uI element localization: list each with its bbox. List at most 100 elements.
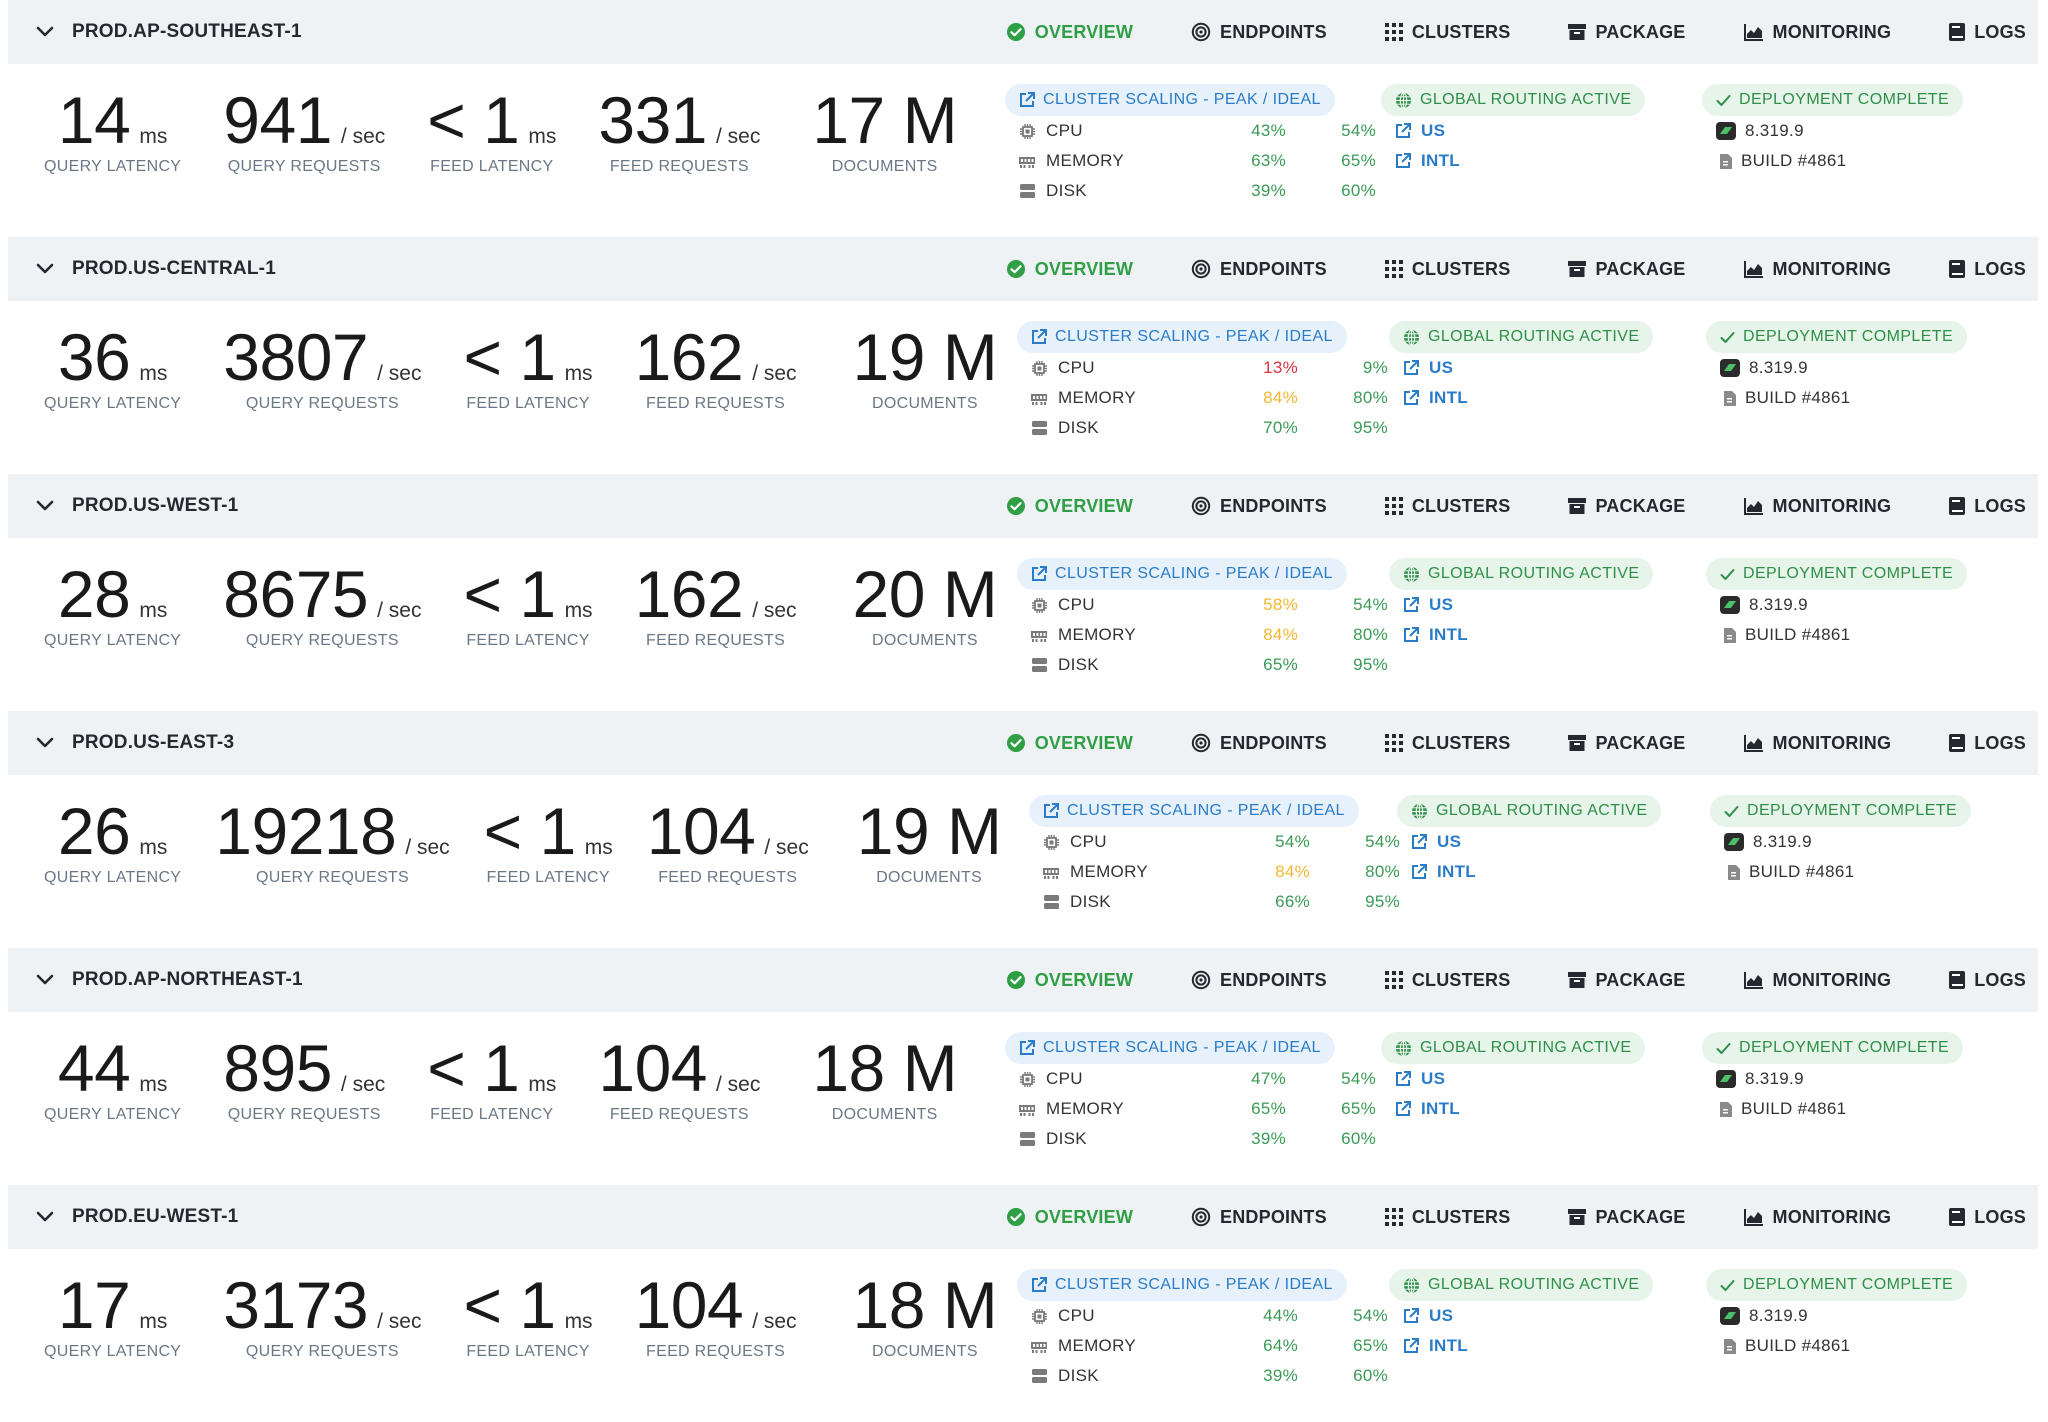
resource-name: CPU	[1058, 1306, 1095, 1325]
endpoint-link-intl[interactable]: INTL	[1411, 857, 1661, 887]
metric-value: 36	[57, 320, 131, 394]
collapse-chevron-icon[interactable]	[30, 254, 60, 284]
endpoint-link-us[interactable]: US	[1411, 827, 1661, 857]
globe-icon	[1404, 328, 1419, 346]
tab-clusters[interactable]: CLUSTERS	[1384, 496, 1511, 517]
resource-ideal: 80%	[1353, 625, 1388, 644]
deployment-complete-badge: DEPLOYMENT COMPLETE	[1706, 558, 1968, 590]
tab-logs[interactable]: LOGS	[1949, 496, 2026, 517]
tab-package[interactable]: PACKAGE	[1568, 496, 1685, 517]
cpu-icon	[1031, 360, 1047, 376]
resource-row-disk: DISK 65% 95%	[1031, 650, 1388, 680]
resource-ideal: 80%	[1365, 862, 1400, 881]
metric-unit: ms	[139, 1310, 168, 1333]
cluster-scaling-link[interactable]: CLUSTER SCALING - PEAK / IDEAL	[1017, 558, 1347, 590]
tab-logs[interactable]: LOGS	[1949, 22, 2026, 43]
chip-label: DEPLOYMENT COMPLETE	[1743, 565, 1954, 582]
collapse-chevron-icon[interactable]	[30, 1202, 60, 1232]
tab-clusters[interactable]: CLUSTERS	[1384, 970, 1511, 991]
cluster-scaling-link[interactable]: CLUSTER SCALING - PEAK / IDEAL	[1005, 84, 1335, 116]
tab-monitoring[interactable]: MONITORING	[1743, 21, 1892, 43]
tab-endpoints[interactable]: ENDPOINTS	[1191, 22, 1327, 43]
collapse-chevron-icon[interactable]	[30, 728, 60, 758]
metric-label: FEED LATENCY	[486, 869, 610, 886]
tab-logs[interactable]: LOGS	[1949, 259, 2026, 280]
tab-label: LOGS	[1974, 495, 2026, 516]
tab-endpoints[interactable]: ENDPOINTS	[1191, 733, 1327, 754]
endpoint-link-intl[interactable]: INTL	[1395, 146, 1645, 176]
tab-endpoints[interactable]: ENDPOINTS	[1191, 970, 1327, 991]
tab-package[interactable]: PACKAGE	[1568, 22, 1685, 43]
tab-clusters[interactable]: CLUSTERS	[1384, 733, 1511, 754]
cluster-scaling-link[interactable]: CLUSTER SCALING - PEAK / IDEAL	[1005, 1032, 1335, 1064]
metric-value: 104	[634, 1268, 744, 1342]
tab-logs[interactable]: LOGS	[1949, 1207, 2026, 1228]
globe-icon	[1404, 565, 1419, 583]
endpoint-link-intl[interactable]: INTL	[1403, 620, 1653, 650]
deployment-body: 26 ms QUERY LATENCY 19218 / sec QUERY REQU…	[8, 775, 2038, 948]
resource-name: CPU	[1058, 358, 1095, 377]
endpoint-link-us[interactable]: US	[1403, 590, 1653, 620]
metric-feed-latency: < 1 ms FEED LATENCY	[463, 319, 592, 413]
endpoint-link-us[interactable]: US	[1395, 116, 1645, 146]
tab-package[interactable]: PACKAGE	[1568, 259, 1685, 280]
platform-version: 8.319.9	[1716, 1064, 1963, 1094]
tab-package[interactable]: PACKAGE	[1568, 733, 1685, 754]
metric-feed-requests: 162 / sec FEED REQUESTS	[635, 556, 797, 650]
tab-endpoints[interactable]: ENDPOINTS	[1191, 1207, 1327, 1228]
version-text: 8.319.9	[1749, 1306, 1808, 1325]
endpoint-link-us[interactable]: US	[1395, 1064, 1645, 1094]
tab-monitoring[interactable]: MONITORING	[1743, 970, 1892, 991]
cluster-scaling-link[interactable]: CLUSTER SCALING - PEAK / IDEAL	[1017, 321, 1347, 353]
collapse-chevron-icon[interactable]	[30, 17, 60, 47]
endpoint-link-intl[interactable]: INTL	[1395, 1094, 1645, 1124]
metric-value: 17 M	[812, 83, 958, 157]
metric-value: 44	[57, 1031, 131, 1105]
tab-clusters[interactable]: CLUSTERS	[1384, 259, 1511, 280]
tab-monitoring[interactable]: MONITORING	[1743, 1207, 1892, 1228]
cluster-scaling-link[interactable]: CLUSTER SCALING - PEAK / IDEAL	[1017, 1269, 1347, 1301]
tab-monitoring[interactable]: MONITORING	[1743, 733, 1892, 754]
tab-overview[interactable]: OVERVIEW	[1006, 733, 1133, 754]
tab-overview[interactable]: OVERVIEW	[1006, 259, 1133, 280]
tab-clusters[interactable]: CLUSTERS	[1384, 22, 1511, 43]
tab-endpoints[interactable]: ENDPOINTS	[1191, 259, 1327, 280]
endpoint-label: US	[1437, 832, 1462, 851]
build-number: BUILD #4861	[1724, 1331, 1967, 1361]
metric-feed-requests: 104 / sec FEED REQUESTS	[647, 793, 809, 887]
tab-logs[interactable]: LOGS	[1949, 733, 2026, 754]
collapse-chevron-icon[interactable]	[30, 491, 60, 521]
tab-monitoring[interactable]: MONITORING	[1743, 496, 1892, 517]
metric-label: QUERY LATENCY	[44, 158, 182, 175]
tab-package[interactable]: PACKAGE	[1568, 970, 1685, 991]
tab-overview[interactable]: OVERVIEW	[1006, 22, 1133, 43]
file-icon	[1724, 1338, 1736, 1354]
external-link-icon	[1404, 360, 1419, 375]
metric-query-requests: 941 / sec QUERY REQUESTS	[223, 82, 385, 176]
tab-endpoints[interactable]: ENDPOINTS	[1191, 496, 1327, 517]
tab-logs[interactable]: LOGS	[1949, 970, 2026, 991]
metric-feed-requests: 331 / sec FEED REQUESTS	[598, 82, 760, 176]
tab-label: MONITORING	[1772, 21, 1892, 42]
metric-label: FEED LATENCY	[466, 632, 590, 649]
tab-overview[interactable]: OVERVIEW	[1006, 496, 1133, 517]
tab-clusters[interactable]: CLUSTERS	[1384, 1207, 1511, 1228]
tab-overview[interactable]: OVERVIEW	[1006, 970, 1133, 991]
memory-icon	[1019, 155, 1035, 168]
version-text: 8.319.9	[1749, 595, 1808, 614]
deployment-complete-badge: DEPLOYMENT COMPLETE	[1702, 1032, 1964, 1064]
endpoint-link-us[interactable]: US	[1403, 353, 1653, 383]
metric-value: < 1	[483, 794, 577, 868]
tab-package[interactable]: PACKAGE	[1568, 1207, 1685, 1228]
endpoint-link-us[interactable]: US	[1403, 1301, 1653, 1331]
endpoint-link-intl[interactable]: INTL	[1403, 383, 1653, 413]
memory-icon	[1031, 1340, 1047, 1353]
tab-overview[interactable]: OVERVIEW	[1006, 1207, 1133, 1228]
book-icon	[1949, 497, 1966, 515]
endpoint-link-intl[interactable]: INTL	[1403, 1331, 1653, 1361]
book-icon	[1949, 260, 1966, 278]
cluster-scaling-link[interactable]: CLUSTER SCALING - PEAK / IDEAL	[1029, 795, 1359, 827]
tab-monitoring[interactable]: MONITORING	[1743, 258, 1892, 280]
collapse-chevron-icon[interactable]	[30, 965, 60, 995]
tab-label: MONITORING	[1772, 258, 1892, 279]
